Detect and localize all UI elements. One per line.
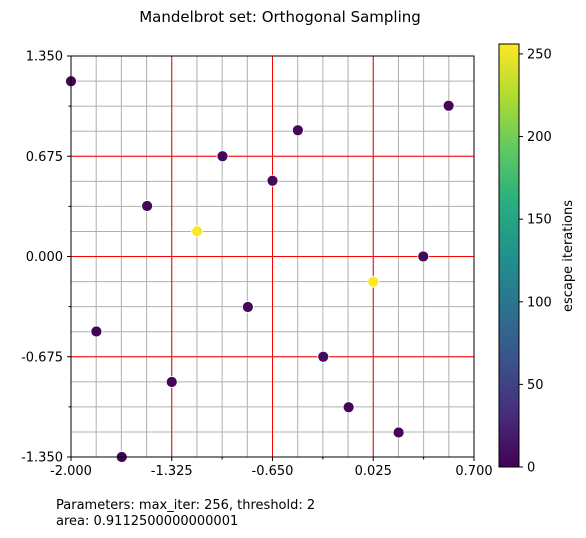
parameters-note: Parameters: max_iter: 256, threshold: 2 [56,498,315,513]
y-tick-label: -0.675 [21,350,63,365]
scatter-point [442,99,455,112]
area-note: area: 0.9112500000000001 [56,514,238,529]
x-tick-label: 0.700 [455,464,492,479]
colorbar-tick-label: 100 [527,295,552,310]
x-axis-ticks: -2.000 -1.325 -0.650 0.025 0.700 [50,457,493,479]
x-tick-label: -1.325 [151,464,193,479]
colorbar-label: escape iterations [561,200,576,312]
x-tick-label: -0.650 [252,464,294,479]
y-tick-label: -1.350 [21,451,63,466]
y-tick-label: 0.000 [26,250,63,265]
scatter-point [241,301,254,313]
colorbar-ticks: 0 50 100 150 200 250 [519,47,552,476]
colorbar-tick-label: 150 [527,213,552,228]
scatter-point [216,150,229,163]
plot-area: -2.000 -1.325 -0.650 0.025 0.700 1.350 0.675 0… [21,50,493,480]
colorbar: 0 50 100 150 200 250 escape iterations [498,43,576,476]
scatter-point [392,426,405,439]
scatter-point [191,225,204,238]
scatter-point [165,376,178,388]
scatter-point [291,124,304,137]
colorbar-tick-label: 50 [527,378,544,393]
scatter-point [367,275,380,288]
colorbar-tick-label: 0 [527,461,535,476]
colorbar-tick-label: 250 [527,47,552,62]
x-tick-label: 0.025 [355,464,392,479]
scatter-point [266,174,279,187]
chart-title: Mandelbrot set: Orthogonal Sampling [139,8,421,26]
scatter-point [342,401,355,414]
colorbar-gradient [498,43,520,468]
y-axis-ticks: 1.350 0.675 0.000 -0.675 -1.350 [21,50,71,466]
scatter-point [141,200,154,212]
y-tick-label: 1.350 [26,50,63,65]
stratum-lines [71,56,474,457]
y-tick-label: 0.675 [26,150,63,165]
scatter-point [90,325,103,338]
colorbar-tick-label: 200 [527,130,552,145]
scatter-point [317,350,330,363]
x-tick-label: -2.000 [50,464,92,479]
scatter-point [417,250,430,263]
